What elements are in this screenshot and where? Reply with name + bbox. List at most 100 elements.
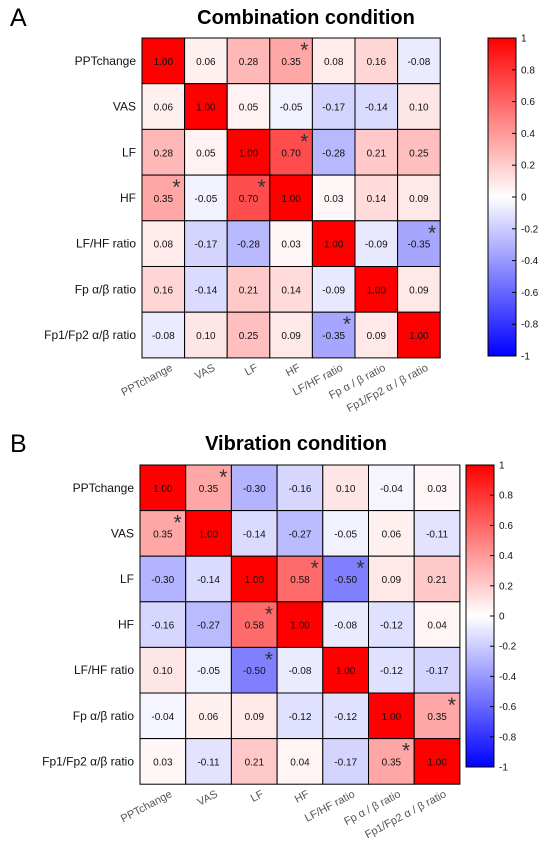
panel-b-cell-value-r0-c6: 0.03	[427, 484, 447, 495]
panel-b-cell-value-r5-c5: 1.00	[382, 712, 402, 723]
panel-b-cell-r6-c1	[185, 738, 232, 785]
panel-b-col-label-3: HF	[293, 788, 312, 806]
panel-a-matrix: 1.00 0.06 0.28 0.35*0.08 0.16 -0.080.06 1.00 0.…	[44, 37, 441, 415]
panel-b-cell-value-r3-c2: 0.58	[245, 621, 265, 632]
panel-b-cell-r1-c0	[139, 510, 187, 557]
panel-b-cell-r6-c4	[322, 738, 369, 785]
panel-a-cell-value-r4-c0: 0.08	[154, 240, 174, 251]
panel-b-cell-value-r6-c6: 1.00	[427, 757, 447, 768]
panel-b-matrix: 1.00 0.35*-0.30 -0.16 0.10 -0.04 0.030.35*1.0…	[42, 464, 461, 841]
panel-a-colorbar-tick-2: 0.6	[521, 97, 535, 108]
panel-b-cell-r1-c5	[368, 510, 415, 557]
panel-b-cell-value-r2-c2: 1.00	[245, 575, 265, 586]
panel-b-cell-r1-c2	[230, 510, 278, 557]
panel-a-cell-value-r1-c5: -0.14	[365, 103, 388, 114]
panel-b-cell-value-r0-c0: 1.00	[153, 484, 173, 495]
panel-a-cell-r2-c1	[184, 128, 228, 176]
panel-b-col-label-2: LF	[249, 788, 266, 805]
panel-b-col-label-1: VAS	[196, 788, 220, 809]
panel-a-cell-value-r1-c0: 0.06	[154, 103, 174, 114]
panel-a-cell-value-r6-c6: 1.00	[409, 331, 429, 342]
panel-b-cell-value-r4-c5: -0.12	[380, 666, 403, 677]
panel-a-cell-value-r2-c6: 0.25	[409, 148, 429, 159]
panel-a-cell-r1-c4	[311, 83, 356, 130]
panel-b-colorbar-tick-0: 1	[499, 461, 505, 472]
panel-a-cell-value-r3-c4: 0.03	[324, 194, 344, 205]
panel-b-cell-r3-c4	[322, 601, 369, 648]
panel-b-cell-value-r0-c2: -0.30	[243, 484, 266, 495]
panel-b-row-label-4: LF/HF ratio	[74, 663, 134, 677]
panel-a-significance-star-r3-c2: *	[258, 176, 266, 199]
panel-a-cell-value-r5-c6: 0.09	[409, 285, 429, 296]
panel-b-cell-r5-c6	[413, 692, 461, 740]
panel-b-cell-value-r3-c3: 1.00	[290, 621, 310, 632]
panel-b-cell-r1-c6	[413, 510, 461, 557]
panel-a-colorbar-tick-7: -0.4	[521, 256, 539, 267]
panel-b-row-label-5: Fp α/β ratio	[73, 709, 135, 723]
panel-a-significance-star-r3-c0: *	[172, 176, 180, 199]
panel-a-title: Combination condition	[197, 7, 415, 29]
panel-b-colorbar-gradient	[465, 464, 495, 768]
panel-b-cell-value-r2-c5: 0.09	[382, 575, 402, 586]
panel-a-cell-r6-c6	[397, 311, 441, 359]
panel-b-significance-star-r5-c6: *	[448, 694, 456, 717]
panel-a-significance-star-r6-c4: *	[343, 313, 351, 336]
panel-a-cell-value-r1-c3: -0.05	[280, 103, 303, 114]
panel-b-significance-star-r3-c2: *	[265, 603, 273, 626]
panel-b-cell-r5-c4	[322, 692, 369, 740]
panel-b-colorbar-tick-2: 0.6	[499, 521, 513, 532]
panel-b-cell-value-r4-c0: 0.10	[153, 666, 173, 677]
panel-a-cell-value-r0-c2: 0.28	[239, 57, 259, 68]
panel-a-cell-r6-c2	[226, 311, 271, 359]
panel-b-cell-value-r1-c4: -0.05	[334, 529, 357, 540]
panel-a-cell-r0-c1	[184, 37, 228, 85]
panel-a-row-label-0: PPTchange	[75, 54, 137, 68]
panel-b-cell-value-r4-c2: -0.50	[243, 666, 266, 677]
panel-a-cell-value-r5-c3: 0.14	[281, 285, 301, 296]
panel-b-col-label-6: Fp1/Fp2 α / β ratio	[363, 788, 448, 841]
panel-b-cell-r3-c3	[276, 601, 324, 648]
panel-a-cell-value-r3-c2: 0.70	[239, 194, 259, 205]
panel-a-cell-r3-c5	[354, 174, 399, 222]
panel-a-cell-value-r6-c5: 0.09	[367, 331, 387, 342]
panel-a: A Combination condition 1.00 0.06 0.28 0.35…	[10, 4, 539, 415]
panel-a-cell-r5-c2	[226, 266, 271, 313]
panel-a-cell-value-r5-c4: -0.09	[322, 285, 345, 296]
panel-b-cell-value-r2-c0: -0.30	[151, 575, 174, 586]
panel-b-significance-star-r1-c0: *	[174, 512, 182, 535]
panel-a-cell-value-r2-c1: 0.05	[196, 148, 216, 159]
panel-b-significance-star-r0-c1: *	[219, 466, 227, 489]
panel-b-colorbar-tick-9: -0.8	[499, 732, 517, 743]
panel-b-cell-value-r2-c1: -0.14	[197, 575, 220, 586]
panel-b-row-label-0: PPTchange	[73, 481, 135, 495]
panel-b-cell-value-r3-c6: 0.04	[427, 621, 447, 632]
panel-b-significance-star-r6-c5: *	[402, 740, 410, 763]
panel-b-title: Vibration condition	[205, 433, 387, 455]
panel-a-cell-value-r6-c2: 0.25	[239, 331, 259, 342]
panel-b-cell-r0-c5	[368, 464, 415, 512]
panel-a-cell-value-r4-c1: -0.17	[195, 240, 218, 251]
panel-a-cell-value-r1-c2: 0.05	[239, 103, 259, 114]
panel-a-colorbar-gradient	[487, 37, 517, 357]
panel-b-colorbar-tick-3: 0.4	[499, 551, 513, 562]
panel-b-cell-r4-c3	[276, 646, 324, 694]
panel-a-row-label-5: Fp α/β ratio	[75, 282, 137, 296]
panel-b-cell-value-r1-c6: -0.11	[426, 529, 448, 540]
panel-a-cell-value-r5-c1: -0.14	[195, 285, 218, 296]
panel-b-cell-r6-c6	[413, 738, 461, 785]
panel-b-cell-r6-c3	[276, 738, 324, 785]
panel-a-cell-value-r0-c0: 1.00	[154, 57, 174, 68]
panel-a-cell-value-r0-c5: 0.16	[367, 57, 387, 68]
panel-a-cell-r2-c6	[397, 128, 441, 176]
panel-a-cell-value-r5-c5: 1.00	[367, 285, 387, 296]
panel-a-significance-star-r4-c6: *	[428, 222, 436, 245]
panel-b-cell-value-r0-c4: 0.10	[336, 484, 356, 495]
panel-a-cell-value-r6-c4: -0.35	[322, 331, 345, 342]
panel-b-cell-value-r4-c4: 1.00	[336, 666, 356, 677]
panel-b-cell-r5-c5	[368, 692, 415, 740]
panel-b-cell-value-r5-c2: 0.09	[245, 712, 265, 723]
panel-b-cell-r6-c2	[230, 738, 278, 785]
panel-a-cell-r0-c0	[141, 37, 186, 85]
panel-a-significance-star-r2-c3: *	[300, 130, 308, 153]
